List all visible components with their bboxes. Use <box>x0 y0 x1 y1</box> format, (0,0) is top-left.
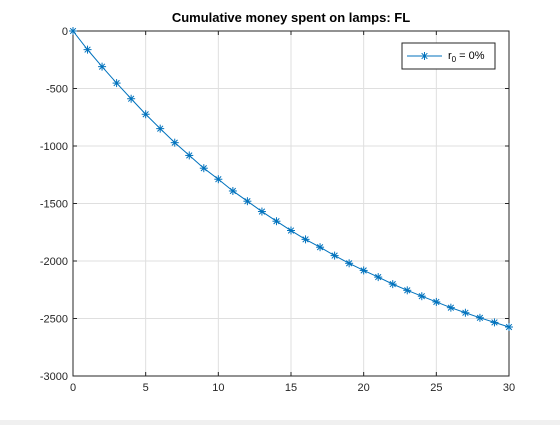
x-tick-label: 0 <box>70 382 76 394</box>
data-point-marker <box>156 124 165 133</box>
y-tick-label: 0 <box>62 26 68 38</box>
data-point-marker <box>403 286 412 295</box>
legend-label-suffix: = 0% <box>456 50 485 62</box>
legend-label: r0 = 0% <box>448 50 485 64</box>
data-point-marker <box>69 27 77 35</box>
x-tick-label: 25 <box>430 382 442 394</box>
x-tick-label: 30 <box>503 382 515 394</box>
data-point-marker <box>359 266 368 275</box>
data-point-marker <box>374 273 383 282</box>
legend: r0 = 0% <box>401 42 496 70</box>
x-tick-label: 10 <box>212 382 224 394</box>
data-point-marker <box>170 138 179 147</box>
x-tick-label: 15 <box>285 382 297 394</box>
data-point-marker <box>243 197 252 206</box>
data-point-marker <box>432 297 441 306</box>
y-tick-label: -1500 <box>40 199 68 211</box>
data-point-marker <box>475 313 484 322</box>
legend-label-subscript: 0 <box>452 55 457 64</box>
data-series <box>69 27 513 332</box>
data-point-marker <box>316 243 325 252</box>
x-tick-label: 20 <box>358 382 370 394</box>
y-tick-label: -3000 <box>40 371 68 383</box>
data-point-marker <box>257 207 266 216</box>
data-point-marker <box>505 323 513 332</box>
legend-asterisk <box>420 52 429 60</box>
data-point-marker <box>388 280 397 289</box>
y-tick-label: -500 <box>46 84 68 96</box>
data-point-marker <box>330 251 339 260</box>
data-point-marker <box>446 303 455 312</box>
legend-label-main: r <box>448 50 452 62</box>
data-point-marker <box>272 217 281 226</box>
data-point-marker <box>112 79 121 88</box>
grid-lines <box>73 31 509 376</box>
data-point-marker <box>417 292 426 301</box>
data-point-marker <box>83 45 92 54</box>
data-point-marker <box>214 175 223 184</box>
y-tick-label: -2500 <box>40 314 68 326</box>
legend-marker-asterisk <box>420 52 429 60</box>
data-point-marker <box>228 186 237 195</box>
data-point-marker <box>185 151 194 160</box>
chart-title: Cumulative money spent on lamps: FL <box>172 10 410 25</box>
y-tick-label: -2000 <box>40 256 68 268</box>
axis-ticks: 0 5 10 15 20 25 30 0 -500 -1000 -1500 -2000 -2500 -30… <box>40 26 515 394</box>
y-tick-label: -1000 <box>40 141 68 153</box>
x-tick-label: 5 <box>143 382 149 394</box>
data-point-marker <box>461 308 470 317</box>
data-point-marker <box>345 259 354 268</box>
data-point-marker <box>127 94 136 103</box>
data-point-marker <box>490 318 499 327</box>
data-point-marker <box>141 110 150 119</box>
data-point-marker <box>199 164 208 173</box>
data-point-marker <box>98 62 107 71</box>
data-point-marker <box>287 226 295 235</box>
data-point-marker <box>301 235 310 244</box>
